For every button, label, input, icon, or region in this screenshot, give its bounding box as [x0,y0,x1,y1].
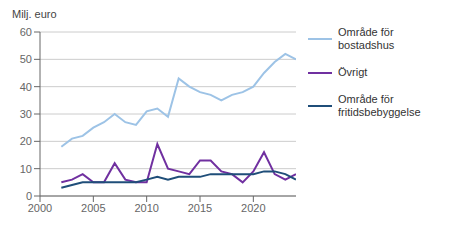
html-text:Område för fritidsbebyggelse: Område för fritidsbebyggelse [338,93,421,118]
html-text:Område för bostadshus: Område för bostadshus [338,26,395,51]
svg-text:2000: 2000 [28,202,52,214]
svg-text:40: 40 [20,81,32,93]
svg-text:50: 50 [20,53,32,65]
svg-text:2020: 2020 [241,202,265,214]
svg-text:20: 20 [20,135,32,147]
html-text:Övrigt: Övrigt [338,66,368,78]
svg-text:10: 10 [20,163,32,175]
svg-text:30: 30 [20,108,32,120]
svg-text:2010: 2010 [134,202,158,214]
svg-text:60: 60 [20,26,32,38]
svg-text:0: 0 [26,190,32,202]
html-text:Milj. euro: Milj. euro [12,8,57,20]
svg-text:2015: 2015 [188,202,212,214]
svg-text:2005: 2005 [81,202,105,214]
